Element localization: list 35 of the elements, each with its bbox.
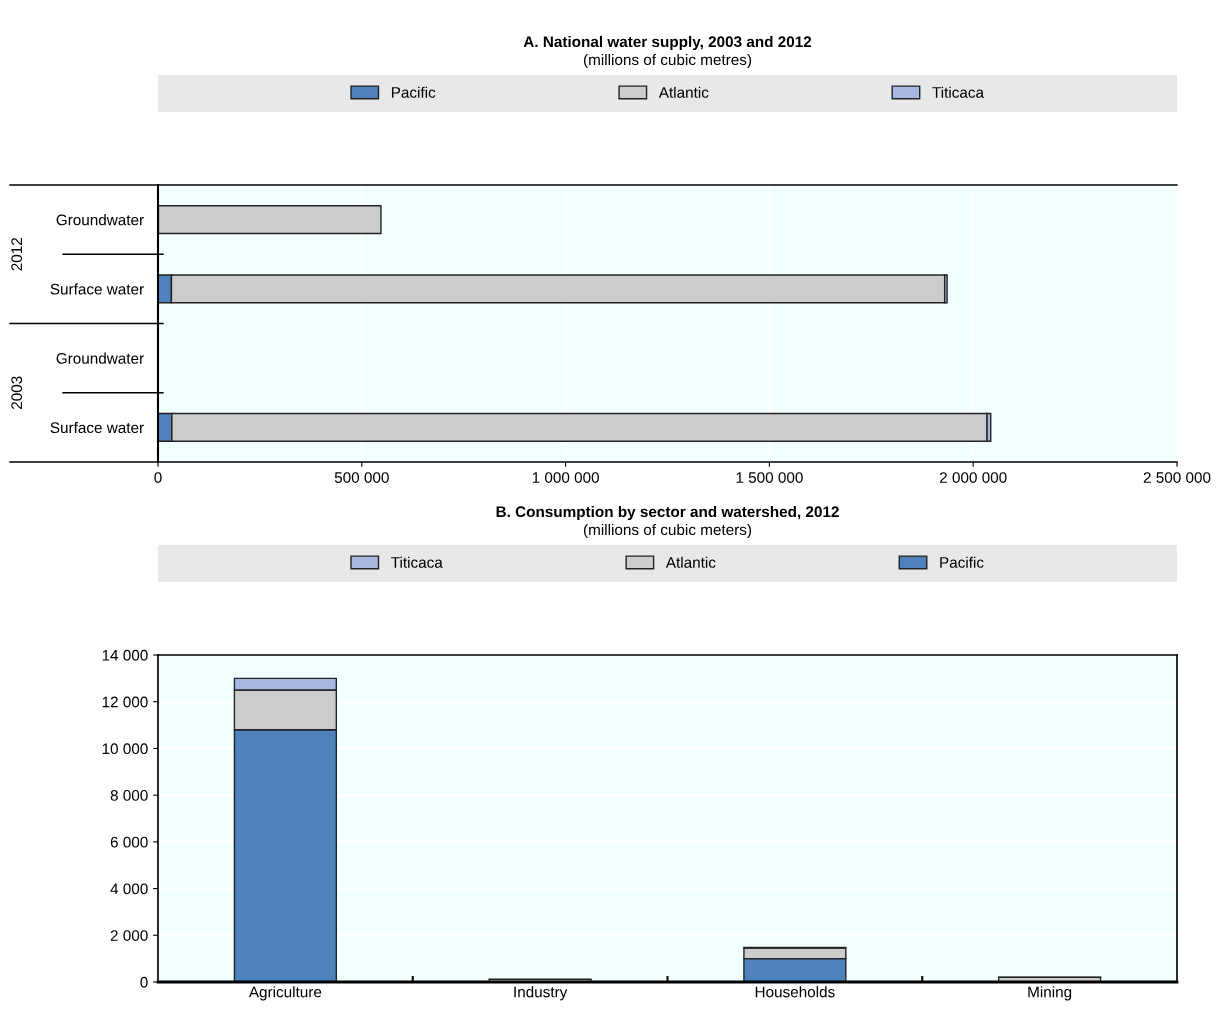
- x-tick-label: Mining: [1028, 986, 1072, 1001]
- legend-label: Titicaca: [932, 86, 984, 98]
- x-tick-label: Agriculture: [248, 986, 322, 1001]
- y-tick-label: 8 000: [110, 790, 148, 801]
- bar: [158, 205, 382, 235]
- x-tick-label: 2 500 000: [1143, 472, 1211, 483]
- chart-title: B. Consumption by sector and watershed, 2012: [496, 505, 839, 521]
- x-tick-label: 2 000 000: [939, 472, 1007, 483]
- y-tick-label: 12 000: [102, 696, 148, 708]
- y-tick-label: 14 000: [102, 649, 148, 661]
- y-tick-label: 10 000: [102, 743, 148, 755]
- y-tick-label: Surface water: [50, 283, 144, 295]
- x-tick-label: 500 000: [334, 472, 389, 483]
- legend-label: Pacific: [391, 86, 436, 98]
- text: 2012: [11, 238, 23, 271]
- legend-label: Pacific: [940, 556, 984, 568]
- legend-label: Titicaca: [391, 556, 443, 568]
- legend-label: Atlantic: [665, 556, 716, 568]
- y-tick-label: 6 000: [110, 836, 148, 848]
- legend-label: Atlantic: [658, 86, 709, 98]
- x-tick-label: 1 000 000: [532, 472, 599, 483]
- text: 2003: [11, 376, 23, 409]
- y-tick-label: 2 000: [110, 930, 148, 941]
- y-tick-label: Surface water: [50, 421, 144, 434]
- y-tick-label: Groundwater: [56, 214, 144, 226]
- x-tick-label: 1 500 000: [736, 472, 803, 483]
- chart-subtitle: (millions of cubic meters): [583, 523, 752, 539]
- y-tick-label: 4 000: [110, 883, 148, 895]
- chart-subtitle: (millions of cubic metres): [583, 53, 752, 69]
- x-tick-label: 0: [154, 472, 162, 483]
- y-tick-label: 0: [140, 976, 148, 988]
- x-tick-label: Industry: [514, 986, 568, 1001]
- y-tick-label: Groundwater: [56, 352, 144, 364]
- chart-title: A. National water supply, 2003 and 2012: [523, 35, 812, 51]
- x-tick-label: Households: [755, 986, 835, 998]
